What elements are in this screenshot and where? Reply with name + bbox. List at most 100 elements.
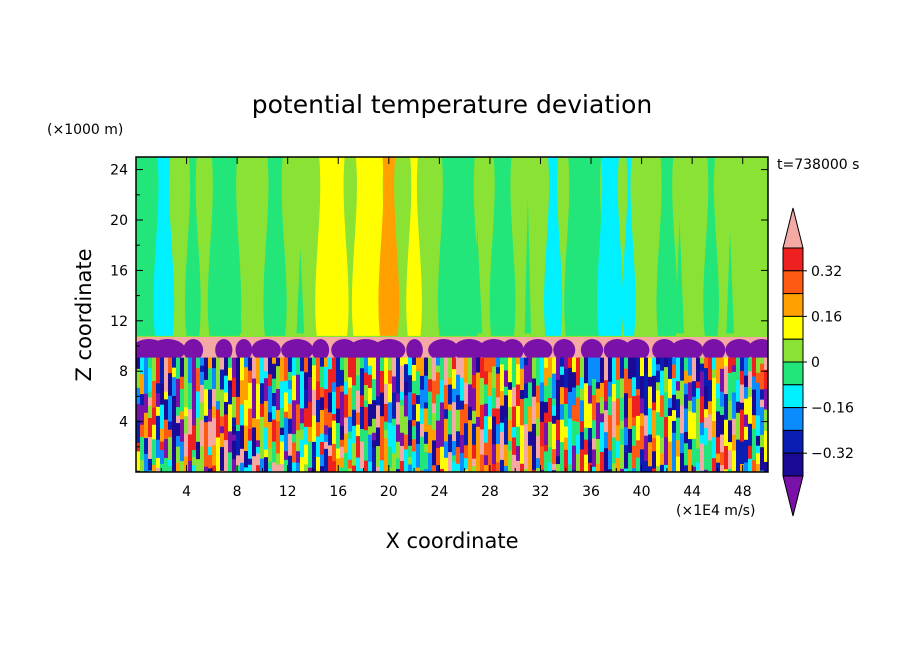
turbulence-cell <box>184 382 189 408</box>
turbulence-cell <box>356 436 361 459</box>
turbulence-cell <box>208 421 213 448</box>
turbulence-cell <box>444 457 449 472</box>
turbulence-cell <box>404 364 409 383</box>
turbulence-cell <box>344 433 349 454</box>
turbulence-cell <box>360 461 365 470</box>
colorbar-top-arrow <box>782 207 804 249</box>
turbulence-cell <box>252 378 257 392</box>
turbulence-cell <box>604 401 609 411</box>
turbulence-cell <box>608 396 613 416</box>
turbulence-cell <box>360 395 365 408</box>
turbulence-cell <box>140 394 145 406</box>
turbulence-cell <box>544 445 549 452</box>
turbulence-cell <box>184 357 189 383</box>
upper-plume <box>263 157 287 336</box>
turbulence-cell <box>440 380 445 403</box>
turbulence-cell <box>588 403 593 429</box>
turbulence-cell <box>288 433 293 457</box>
turbulence-cell <box>236 357 241 385</box>
turbulence-cell <box>584 395 589 419</box>
turbulence-cell <box>360 441 365 462</box>
turbulence-cell <box>400 445 405 462</box>
turbulence-cell <box>712 369 717 379</box>
turbulence-cell <box>332 414 337 422</box>
turbulence-cell <box>192 379 197 399</box>
turbulence-cell <box>748 423 753 447</box>
turbulence-cell <box>656 390 661 413</box>
turbulence-cell <box>136 470 141 472</box>
turbulence-cell <box>256 453 261 466</box>
upper-plume <box>153 157 175 336</box>
turbulence-cell <box>468 438 473 452</box>
turbulence-cell <box>580 449 585 472</box>
turbulence-cell <box>728 357 733 374</box>
turbulence-cell <box>552 398 557 406</box>
turbulence-cell <box>356 357 361 376</box>
turbulence-cell <box>296 462 301 472</box>
turbulence-cell <box>632 417 637 427</box>
turbulence-cell <box>216 465 221 472</box>
turbulence-cell <box>656 370 661 383</box>
turbulence-cell <box>436 465 441 472</box>
turbulence-cell <box>736 439 741 452</box>
turbulence-cell <box>680 433 685 454</box>
turbulence-cell <box>160 450 165 465</box>
upper-streak <box>296 247 305 334</box>
turbulence-cell <box>188 434 193 462</box>
turbulence-cell <box>488 357 493 373</box>
turbulence-cell <box>620 428 625 446</box>
turbulence-cell <box>464 404 469 424</box>
turbulence-cell <box>696 357 701 383</box>
turbulence-cell <box>148 418 153 438</box>
turbulence-cell <box>492 357 497 368</box>
turbulence-cell <box>320 357 325 368</box>
turbulence-cell <box>636 389 641 396</box>
turbulence-cell <box>412 357 417 366</box>
colorbar-label: 0.16 <box>811 309 842 325</box>
turbulence-cell <box>208 468 213 472</box>
turbulence-cell <box>424 375 429 394</box>
turbulence-cell <box>232 417 237 427</box>
turbulence-cell <box>468 357 473 385</box>
turbulence-cell <box>292 357 297 377</box>
turbulence-cell <box>576 397 581 423</box>
turbulence-cell <box>244 357 249 368</box>
turbulence-cell <box>208 368 213 391</box>
turbulence-cell <box>232 434 237 442</box>
turbulence-cell <box>600 357 605 384</box>
turbulence-cell <box>548 421 553 448</box>
turbulence-cell <box>372 418 377 434</box>
turbulence-cell <box>444 441 449 459</box>
turbulence-cell <box>212 368 217 390</box>
turbulence-cell <box>596 439 601 450</box>
x-tick-label: 4 <box>182 484 191 500</box>
turbulence-cell <box>636 395 641 417</box>
turbulence-cell <box>496 367 501 375</box>
turbulence-cell <box>656 435 661 446</box>
turbulence-cell <box>148 405 153 419</box>
turbulence-cell <box>560 457 565 472</box>
turbulence-cell <box>596 388 601 404</box>
turbulence-cell <box>688 400 693 412</box>
turbulence-cell <box>308 441 313 469</box>
turbulence-cell <box>164 391 169 400</box>
turbulence-cell <box>364 460 369 472</box>
turbulence-cell <box>224 414 229 424</box>
turbulence-cell <box>456 431 461 448</box>
turbulence-cell <box>536 458 541 469</box>
turbulence-cell <box>296 404 301 415</box>
turbulence-cell <box>436 357 441 367</box>
purple-blob <box>670 339 704 361</box>
turbulence-cell <box>300 387 305 409</box>
turbulence-cell <box>400 399 405 407</box>
turbulence-cell <box>556 419 561 441</box>
turbulence-cell <box>680 380 685 406</box>
turbulence-cell <box>220 470 225 472</box>
turbulence-cell <box>660 464 665 472</box>
turbulence-cell <box>252 418 257 428</box>
turbulence-cell <box>240 448 245 464</box>
turbulence-cell <box>228 471 233 472</box>
upper-plume <box>597 157 623 336</box>
turbulence-cell <box>696 423 701 449</box>
turbulence-cell <box>672 432 677 462</box>
